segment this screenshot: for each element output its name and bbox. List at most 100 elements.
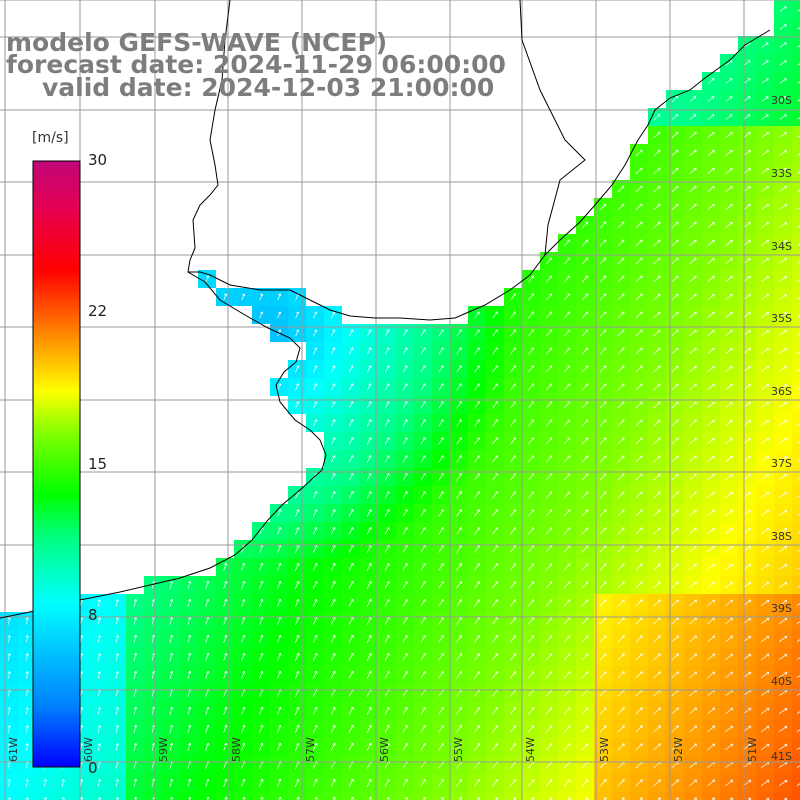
wind-arrow — [384, 491, 390, 499]
wind-arrow — [420, 455, 426, 463]
wind-arrow — [510, 419, 516, 427]
wind-arrow — [779, 509, 788, 516]
field-cell — [792, 558, 800, 576]
wind-arrow — [707, 96, 715, 102]
wind-arrow — [635, 707, 643, 715]
wind-arrow — [43, 797, 48, 800]
wind-arrow — [474, 635, 480, 643]
wind-arrow — [420, 725, 426, 733]
wind-arrow — [294, 580, 300, 589]
wind-arrow — [510, 653, 517, 661]
wind-arrow — [779, 78, 787, 84]
wind-arrow — [707, 635, 716, 643]
wind-arrow — [386, 796, 390, 800]
wind-arrow — [312, 742, 318, 751]
wind-arrow — [707, 473, 715, 481]
wind-arrow — [474, 725, 480, 733]
wind-arrow — [545, 545, 553, 553]
wind-arrow — [474, 779, 480, 787]
wind-arrow — [617, 221, 625, 229]
wind-arrow — [474, 311, 480, 319]
wind-arrow — [671, 167, 679, 175]
wind-arrow — [528, 293, 535, 301]
wind-arrow — [778, 653, 788, 660]
field-cell — [504, 792, 522, 800]
wind-arrow — [617, 419, 625, 427]
wind-arrow — [420, 707, 426, 715]
wind-arrow — [617, 473, 625, 481]
wind-arrow — [725, 527, 733, 535]
wind-arrow — [366, 329, 372, 337]
wind-arrow — [725, 167, 733, 174]
field-cell — [792, 234, 800, 252]
wind-arrow — [689, 239, 697, 247]
wind-arrow — [797, 441, 800, 444]
wind-arrow — [725, 401, 733, 408]
wind-arrow — [330, 706, 336, 715]
wind-arrow — [115, 707, 120, 715]
wind-arrow — [313, 365, 318, 373]
wind-arrow — [313, 311, 318, 319]
wind-arrow — [581, 743, 589, 751]
wind-arrow — [528, 401, 535, 409]
wind-arrow — [779, 438, 788, 444]
wind-arrow — [438, 509, 444, 517]
wind-arrow — [797, 135, 800, 138]
wind-arrow — [115, 779, 120, 787]
field-cell — [468, 792, 486, 800]
wind-arrow — [743, 473, 751, 480]
wind-arrow — [438, 383, 444, 391]
wind-arrow — [366, 383, 372, 391]
field-cell — [738, 792, 756, 800]
wind-arrow — [420, 329, 426, 337]
wind-arrow — [312, 670, 318, 679]
wind-arrow — [707, 185, 715, 192]
wind-arrow — [729, 797, 734, 800]
wind-arrow — [743, 509, 751, 516]
wind-arrow — [545, 617, 553, 625]
wind-arrow — [115, 599, 120, 607]
wind-arrow — [635, 167, 643, 175]
wind-arrow — [689, 491, 697, 499]
wind-arrow — [653, 419, 661, 427]
field-cell — [792, 306, 800, 324]
latitude-label: 34S — [771, 240, 792, 253]
wind-arrow — [510, 599, 517, 607]
wind-arrow — [241, 634, 246, 643]
wind-arrow — [528, 329, 535, 337]
wind-arrow — [671, 743, 679, 751]
wind-arrow — [617, 581, 625, 589]
wind-arrow — [761, 473, 770, 480]
wind-arrow — [761, 132, 769, 138]
wind-arrow — [617, 563, 625, 571]
wind-arrow — [653, 617, 661, 625]
field-cell — [792, 36, 800, 54]
wind-arrow — [277, 311, 282, 319]
wind-arrow — [384, 545, 390, 553]
wind-arrow — [743, 168, 751, 174]
wind-arrow — [330, 670, 336, 679]
wind-arrow — [707, 437, 715, 445]
wind-arrow — [617, 725, 625, 733]
wind-arrow — [510, 527, 517, 535]
wind-arrow — [599, 527, 607, 535]
colorbar-tick-15: 15 — [88, 455, 108, 473]
wind-arrow — [438, 653, 444, 661]
wind-arrow — [169, 598, 174, 607]
wind-arrow — [671, 599, 679, 607]
wind-arrow — [510, 329, 516, 337]
wind-arrow — [671, 131, 679, 139]
wind-arrow — [581, 293, 589, 301]
wind-arrow — [348, 527, 354, 535]
wind-arrow — [653, 671, 661, 679]
wind-arrow — [348, 706, 354, 715]
wind-arrow — [779, 348, 788, 354]
wind-arrow — [743, 114, 751, 120]
wind-arrow — [635, 383, 643, 391]
wind-arrow — [599, 221, 607, 229]
wind-arrow — [277, 526, 282, 535]
wind-arrow — [25, 743, 29, 751]
wind-arrow — [779, 581, 788, 588]
wind-arrow — [725, 581, 733, 589]
